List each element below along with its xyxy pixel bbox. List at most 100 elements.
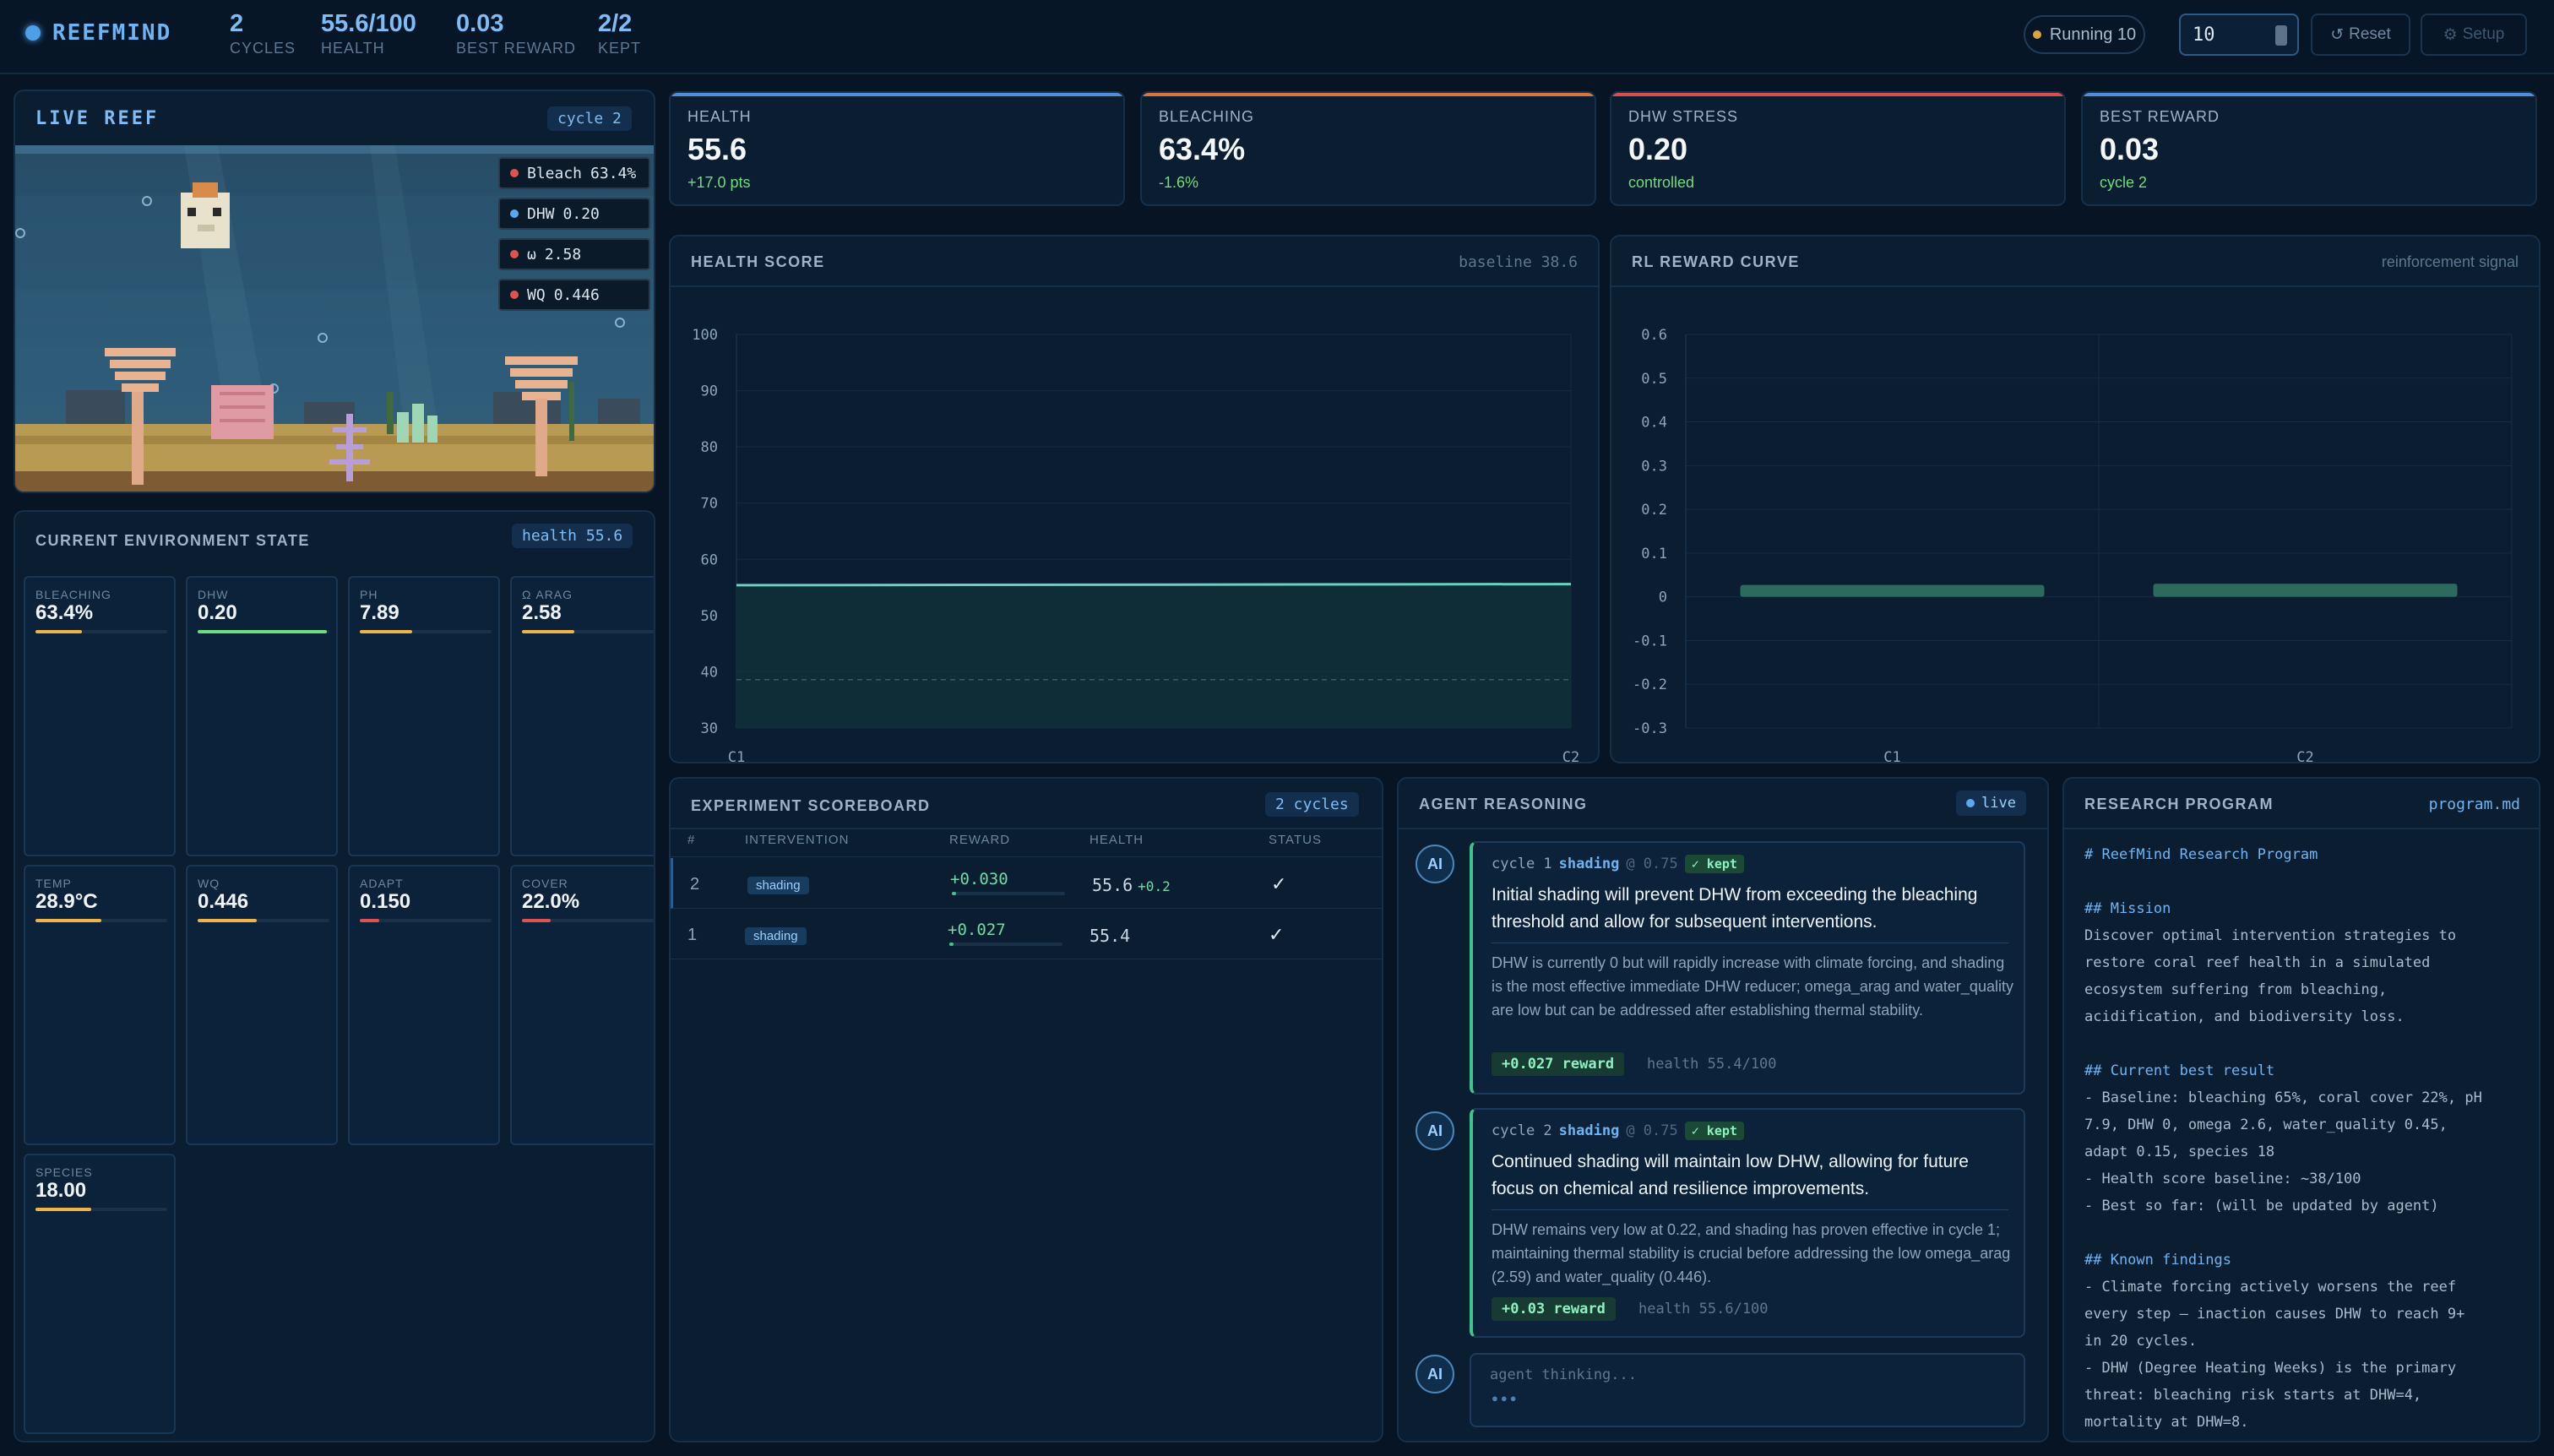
research-line: Discover optimal intervention strategies… [2084, 927, 2457, 944]
env-card-value: 22.0% [522, 890, 580, 913]
env-card-value: 2.58 [522, 601, 562, 624]
live-reef-title: LIVE REEF [35, 108, 160, 129]
thinking-label: agent thinking... [1490, 1366, 1637, 1383]
reasoning-card: cycle 2 shading @ 0.75 ✓ kept Continued … [1470, 1108, 2025, 1338]
live-reef-panel: LIVE REEF cycle 2 [14, 90, 655, 493]
reasoning-health: health 55.4/100 [1647, 1056, 1777, 1073]
reward-badge: +0.03 reward [1492, 1297, 1616, 1321]
health-chart-subtitle: baseline 38.6 [1459, 253, 1578, 271]
reset-label: Reset [2349, 25, 2391, 43]
stat-best-reward: 0.03 BEST REWARD [456, 10, 576, 57]
brand-name: REEFMIND [52, 20, 172, 46]
reward-badge: +0.027 reward [1492, 1052, 1625, 1076]
kpi-subtext: +17.0 pts [687, 174, 751, 191]
overlay-value: 0.20 [562, 204, 600, 223]
env-card-track [360, 630, 492, 633]
divider [1492, 1209, 2008, 1210]
overlay-wq: WQ 0.446 [498, 279, 650, 311]
cycle-chip: cycle 2 [547, 106, 632, 131]
health-cell: 55.4 [1090, 926, 1130, 946]
kpi-card: BEST REWARD 0.03 cycle 2 [2081, 91, 2537, 206]
reasoning-confidence: @ 0.75 [1626, 1122, 1678, 1139]
health-delta: +0.2 [1138, 878, 1171, 894]
kpi-accent-bar [2083, 93, 2535, 96]
overlay-dot [510, 169, 519, 177]
overlay-dhw: DHW 0.20 [498, 198, 650, 230]
environment-panel: CURRENT ENVIRONMENT STATE health 55.6 BL… [14, 510, 655, 1442]
env-card-fill [198, 630, 327, 633]
env-card-fill [35, 1208, 91, 1211]
kpi-subtext: cycle 2 [2100, 174, 2148, 191]
cycles-input-value: 10 [2193, 24, 2215, 46]
env-card: WQ 0.446 [186, 865, 338, 1145]
spinner-icon[interactable] [2275, 25, 2287, 46]
x-tick-label: C2 [1562, 749, 1579, 762]
y-tick-label: -0.2 [1633, 676, 1667, 693]
thinking-card: agent thinking... ●●● [1470, 1353, 2025, 1427]
scoreboard-panel: EXPERIMENT SCOREBOARD 2 cycles # INTERVE… [669, 777, 1383, 1442]
cycles-input[interactable]: 10 [2179, 14, 2299, 56]
reasoning-cycle: cycle 1 [1492, 856, 1552, 872]
y-tick-label: 0.4 [1641, 415, 1667, 432]
table-row[interactable]: 2 shading +0.030 55.6 +0.2 ✓ [671, 858, 1382, 909]
reasoning-health: health 55.6/100 [1638, 1301, 1769, 1317]
reward-chart: -0.3 -0.2 -0.1 0 0.1 0.2 0.3 0.4 0.5 0.6 C1 C2 [1633, 327, 2513, 762]
research-line: ecosystem suffering from bleaching, [2084, 981, 2388, 998]
research-file-link[interactable]: program.md [2428, 796, 2520, 813]
row-num: 1 [687, 926, 698, 944]
research-line: - DHW (Degree Heating Weeks) is the prim… [2084, 1360, 2457, 1377]
research-line: ## Mission [2084, 900, 2171, 917]
env-card-track [198, 630, 329, 633]
reward-bar-fill [949, 943, 954, 946]
env-card-track [522, 630, 654, 633]
health-chart-title: HEALTH SCORE [691, 253, 825, 270]
research-line: # ReefMind Research Program [2084, 846, 2318, 863]
research-line: - Best so far: (will be updated by agent… [2084, 1198, 2439, 1214]
env-card-track [35, 1208, 167, 1211]
stat-cycles: 2 CYCLES [230, 10, 296, 57]
kpi-subtext: -1.6% [1159, 174, 1199, 191]
kpi-label: BEST REWARD [2100, 108, 2220, 125]
reset-button[interactable]: ↺ Reset [2311, 14, 2410, 56]
env-card-fill [35, 919, 101, 922]
research-line: adapt 0.15, species 18 [2084, 1144, 2275, 1160]
agent-title: AGENT REASONING [1419, 796, 1588, 812]
reasoning-meta: cycle 1 shading @ 0.75 ✓ kept [1492, 855, 1744, 873]
research-line: mortality at DHW=8. [2084, 1414, 2249, 1431]
stat-label: HEALTH [321, 40, 385, 57]
kpi-accent-bar [671, 93, 1123, 96]
stat-health: 55.6/100 HEALTH [321, 10, 416, 57]
divider [671, 856, 1382, 857]
overlay-value: 63.4% [590, 164, 637, 182]
research-line: ## Current best result [2084, 1062, 2275, 1079]
brand: REEFMIND [25, 20, 171, 46]
reward-bar [949, 943, 1062, 946]
env-card-value: 28.9°C [35, 890, 98, 913]
research-line: - Baseline: bleaching 65%, coral cover 2… [2084, 1089, 2482, 1106]
y-tick-label: 0.5 [1641, 371, 1667, 388]
env-card: DHW 0.20 [186, 576, 338, 856]
health-value: 55.4 [1090, 926, 1131, 946]
reasoning-tool: shading [1558, 1122, 1620, 1139]
y-tick-label: -0.1 [1633, 633, 1667, 649]
running-status-pill[interactable]: Running 10 [2024, 15, 2145, 54]
running-dot-icon [2032, 30, 2041, 39]
setup-button[interactable]: ⚙ Setup [2421, 14, 2527, 56]
env-card-label: BLEACHING [35, 588, 111, 601]
reasoning-headline: Initial shading will prevent DHW from ex… [1492, 885, 1978, 932]
divider [671, 285, 1598, 287]
reasoning-cycle: cycle 2 [1492, 1122, 1552, 1139]
agent-panel: AGENT REASONING live AI cycle 1 shading … [1397, 777, 2049, 1442]
y-tick-label: 0.6 [1641, 327, 1667, 344]
y-tick-label: 80 [701, 439, 718, 456]
kpi-card: HEALTH 55.6 +17.0 pts [669, 91, 1125, 206]
top-bar: REEFMIND 2 CYCLES 55.6/100 HEALTH 0.03 B… [0, 0, 2554, 74]
cycles-chip: 2 cycles [1265, 792, 1359, 817]
table-row[interactable]: 1 shading +0.027 55.4 ✓ [671, 909, 1382, 959]
overlay-label: WQ [527, 285, 546, 304]
env-card: ADAPT 0.150 [348, 865, 500, 1145]
reward-value: +0.030 [950, 870, 1008, 888]
divider [2064, 828, 2539, 829]
research-line: restore coral reef health in a simulated [2084, 954, 2431, 971]
stat-value: 2 [230, 10, 244, 37]
